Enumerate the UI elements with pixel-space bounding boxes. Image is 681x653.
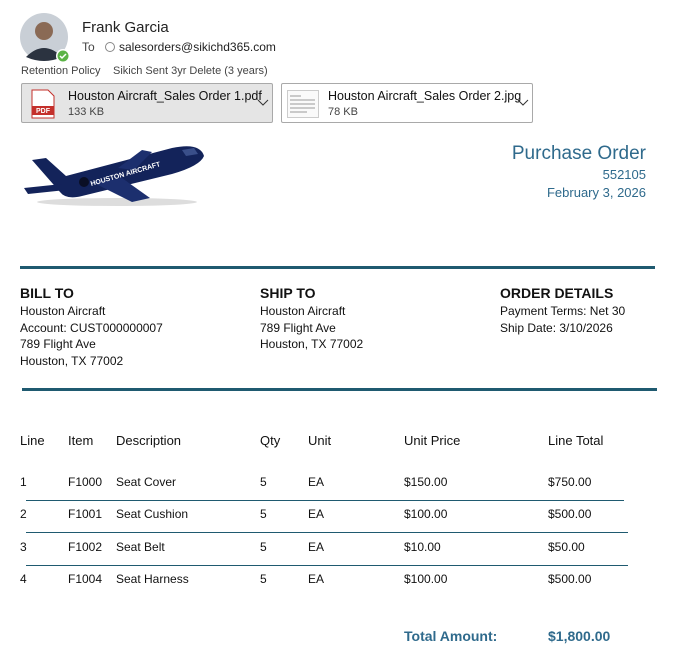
po-date: February 3, 2026 — [546, 185, 646, 200]
total-amount: $1,800.00 — [548, 628, 611, 644]
table-cell: 5 — [260, 475, 267, 489]
po-number: 552105 — [602, 167, 646, 182]
section-line: Houston, TX 77002 — [260, 337, 364, 351]
avatar[interactable] — [20, 13, 72, 65]
dropdown-arrow[interactable] — [257, 99, 269, 107]
table-cell: EA — [308, 475, 325, 489]
divider — [20, 266, 655, 269]
table-cell: 5 — [260, 507, 267, 521]
row-separator — [26, 532, 628, 533]
table-cell: 1 — [20, 475, 27, 489]
total-label: Total Amount: — [404, 628, 498, 644]
table-header: Item — [68, 433, 94, 448]
section-heading: ORDER DETAILS — [500, 285, 614, 301]
table-header: Unit — [308, 433, 332, 448]
table-cell: 2 — [20, 507, 27, 521]
pdf-icon: PDF — [31, 89, 55, 119]
image-thumbnail — [287, 90, 319, 118]
table-cell: EA — [308, 540, 325, 554]
attachment-name: Houston Aircraft_Sales Order 2.jpg — [328, 89, 522, 103]
table-header: Line Total — [548, 433, 604, 448]
pdf-icon-label: PDF — [36, 108, 51, 115]
divider — [22, 388, 657, 391]
section-line: Houston Aircraft — [260, 304, 346, 318]
section-line: 789 Flight Ave — [260, 320, 336, 335]
to-label: To — [82, 40, 95, 54]
retention-policy: Sikich Sent 3yr Delete (3 years) — [113, 65, 268, 77]
table-header: Description — [116, 433, 182, 448]
section-line: 789 Flight Ave — [20, 337, 96, 351]
section-heading: BILL TO — [20, 285, 74, 301]
table-cell: 5 — [260, 572, 267, 586]
table-cell: F1000 — [68, 475, 103, 489]
table-cell: $10.00 — [404, 540, 441, 554]
table-cell: 5 — [260, 540, 267, 554]
section-heading: SHIP TO — [260, 285, 316, 301]
section-line: Ship Date: 3/10/2026 — [500, 320, 613, 335]
presence-icon — [105, 42, 115, 52]
table-cell: 4 — [20, 572, 27, 586]
table-cell: F1004 — [68, 572, 103, 586]
table-header: Line — [20, 433, 45, 448]
attachment[interactable]: Houston Aircraft_Sales Order 2.jpg 78 KB — [281, 83, 533, 123]
table-cell: 3 — [20, 540, 27, 554]
section-line: Payment Terms: Net 30 — [500, 304, 626, 318]
table-cell: $150.00 — [404, 475, 448, 489]
table-cell: F1002 — [68, 540, 103, 554]
retention-label: Retention Policy — [21, 65, 101, 77]
section-line: Account: CUST000000007 — [20, 320, 163, 335]
dropdown-arrow[interactable] — [517, 99, 529, 107]
table-cell: Seat Cover — [116, 475, 177, 489]
table-cell: EA — [308, 572, 325, 586]
doc-title: Purchase Order — [511, 143, 646, 164]
table-cell: $500.00 — [548, 507, 592, 521]
table-cell: Seat Belt — [116, 540, 165, 554]
attachment-size: 133 KB — [68, 106, 105, 118]
table-cell: EA — [308, 507, 325, 521]
table-cell: $50.00 — [548, 540, 585, 554]
table-cell: Seat Cushion — [116, 507, 189, 521]
table-header: Qty — [260, 433, 281, 448]
section-line: Houston Aircraft — [20, 304, 106, 318]
attachment[interactable]: PDF Houston Aircraft_Sales Order 1.pdf 1… — [21, 83, 273, 123]
sender-name: Frank Garcia — [82, 19, 169, 36]
table-header: Unit Price — [404, 433, 461, 448]
section-line: Houston, TX 77002 — [20, 353, 124, 368]
table-cell: Seat Harness — [116, 572, 189, 586]
table-cell: $750.00 — [548, 475, 592, 489]
table-cell: F1001 — [68, 507, 103, 521]
table-cell: $100.00 — [404, 507, 448, 521]
company-logo: HOUSTON AIRCRAFT — [24, 146, 204, 206]
row-separator — [26, 500, 624, 501]
recipient[interactable]: salesorders@sikichd365.com — [119, 40, 276, 54]
table-cell: $100.00 — [404, 572, 448, 586]
attachment-size: 78 KB — [328, 106, 358, 118]
attachment-name: Houston Aircraft_Sales Order 1.pdf — [68, 89, 262, 103]
row-separator — [26, 565, 628, 566]
table-cell: $500.00 — [548, 572, 592, 586]
